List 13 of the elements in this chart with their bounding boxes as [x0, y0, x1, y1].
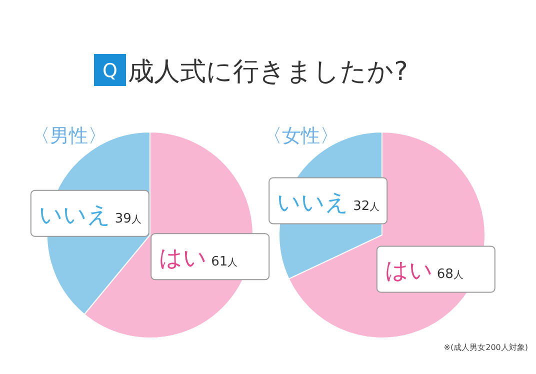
chart-subtitle: 〈男性〉 [31, 125, 107, 147]
chart-title: 成人式に行きましたか? [128, 57, 408, 87]
data-label: 68人 [436, 267, 464, 282]
slice-label: はい [384, 258, 433, 284]
slice-label: いいえ [277, 190, 350, 216]
data-label: 32人 [353, 198, 380, 214]
text: Q [102, 60, 118, 82]
data-label: 39人 [114, 211, 142, 226]
text: ※(成人男女200人対象) [444, 343, 528, 352]
chart-subtitle: 〈女性〉 [263, 125, 339, 147]
slice-label: いいえ [38, 202, 111, 228]
slice-label: はい [159, 246, 208, 272]
data-label: 61人 [211, 254, 238, 270]
